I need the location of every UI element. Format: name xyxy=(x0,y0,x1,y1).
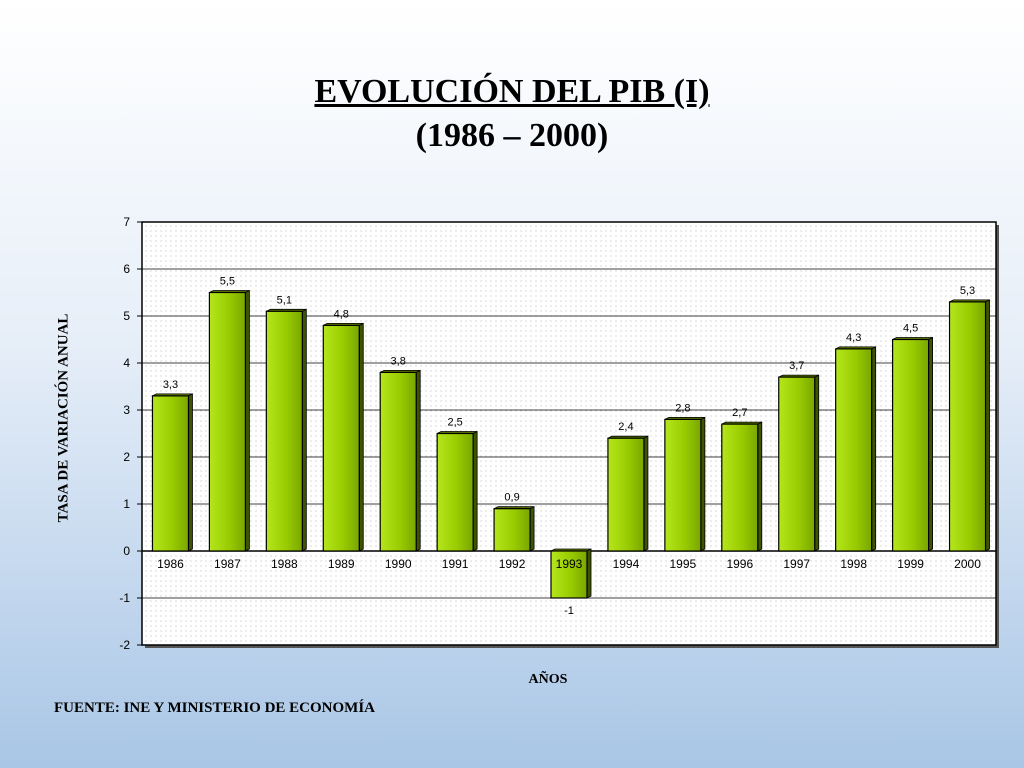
bar-side xyxy=(301,308,307,552)
y-tick-label: 4 xyxy=(123,356,130,370)
data-label: -1 xyxy=(564,605,574,617)
x-tick-label: 1992 xyxy=(499,557,526,571)
bar-side xyxy=(472,430,478,552)
bar xyxy=(948,301,987,552)
data-label: 3,3 xyxy=(163,379,178,391)
y-tick-label: 0 xyxy=(123,544,130,558)
x-tick-label: 1999 xyxy=(897,557,924,571)
x-tick-label: 1997 xyxy=(783,557,810,571)
bar xyxy=(379,371,417,552)
x-tick-label: 1987 xyxy=(214,557,241,571)
data-label: 4,8 xyxy=(334,308,349,320)
data-label: 2,7 xyxy=(732,407,747,419)
x-tick-label: 1995 xyxy=(670,557,697,571)
bar-side xyxy=(415,369,421,552)
x-tick-label: 1988 xyxy=(271,557,298,571)
data-label: 2,4 xyxy=(618,421,633,433)
bar xyxy=(778,376,816,552)
data-label: 5,3 xyxy=(960,285,975,297)
x-tick-label: 1989 xyxy=(328,557,355,571)
bar xyxy=(607,437,645,552)
data-label: 2,5 xyxy=(447,417,462,429)
data-label: 5,5 xyxy=(220,276,235,288)
y-tick-label: 3 xyxy=(123,403,130,417)
chart-title: EVOLUCIÓN DEL PIB (I) xyxy=(314,73,710,110)
bar xyxy=(721,423,759,552)
bar xyxy=(322,324,360,552)
x-tick-label: 1998 xyxy=(840,557,867,571)
x-tick-label: 1996 xyxy=(726,557,753,571)
data-label: 5,1 xyxy=(277,294,292,306)
chart-subtitle: (1986 – 2000) xyxy=(415,117,609,154)
data-label: 4,3 xyxy=(846,332,861,344)
bar xyxy=(436,432,474,552)
bar xyxy=(664,418,702,552)
y-tick-label: -2 xyxy=(119,638,130,652)
y-tick-label: 1 xyxy=(123,497,130,511)
chart-title-block: EVOLUCIÓN DEL PIB (I) (1986 – 2000) xyxy=(0,70,1024,158)
y-tick-label: 2 xyxy=(123,450,130,464)
x-tick-label: 1990 xyxy=(385,557,412,571)
bar-side xyxy=(188,393,193,552)
x-axis-label: AÑOS xyxy=(528,672,568,687)
data-label: 3,7 xyxy=(789,360,804,372)
bar xyxy=(835,348,873,552)
x-tick-label: 2000 xyxy=(954,557,981,571)
y-tick-label: 7 xyxy=(123,215,130,229)
data-label: 4,5 xyxy=(903,323,918,335)
x-tick-label: 1993 xyxy=(556,557,583,571)
bar xyxy=(891,338,930,552)
bar xyxy=(493,508,531,552)
x-tick-label: 1986 xyxy=(157,557,184,571)
y-tick-label: 6 xyxy=(123,262,130,276)
bar xyxy=(550,550,588,599)
y-tick-label: -1 xyxy=(119,591,130,605)
y-tick-label: 5 xyxy=(123,309,130,323)
bar xyxy=(151,395,190,552)
bar-side xyxy=(358,322,364,552)
bar xyxy=(208,291,246,552)
bar xyxy=(265,310,303,552)
bar-side xyxy=(244,289,250,552)
data-label: 2,8 xyxy=(675,402,690,414)
data-label: 3,8 xyxy=(391,355,406,367)
x-tick-label: 1991 xyxy=(442,557,469,571)
x-tick-label: 1994 xyxy=(613,557,640,571)
source-note: FUENTE: INE Y MINISTERIO DE ECONOMÍA xyxy=(54,700,376,716)
data-label: 0,9 xyxy=(504,492,519,504)
